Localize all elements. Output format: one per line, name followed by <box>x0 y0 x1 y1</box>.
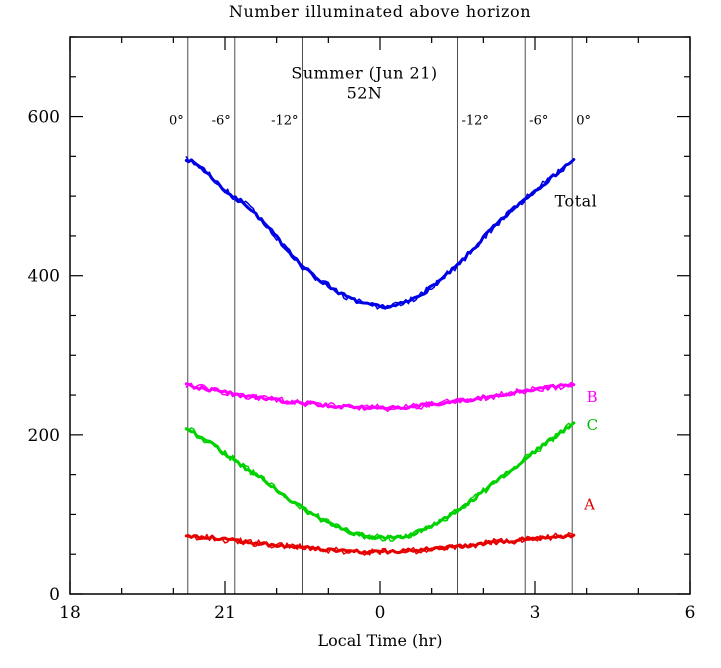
y-tick-label: 600 <box>28 108 60 128</box>
series-Total <box>185 156 575 310</box>
y-tick-label: 0 <box>49 585 60 605</box>
y-tick-label: 200 <box>28 426 60 446</box>
annotation-52n: 52N <box>347 83 383 102</box>
series-B <box>184 381 576 411</box>
x-tick-label: 3 <box>530 603 541 623</box>
y-tick-label: 400 <box>28 267 60 287</box>
x-tick-label: 18 <box>59 603 81 623</box>
axis-box <box>69 36 691 595</box>
annotation-total: Total <box>555 191 598 210</box>
annotation-c: C <box>587 416 599 434</box>
x-tick-label: 21 <box>214 603 236 623</box>
sun-altitude-label: -12° <box>271 114 298 129</box>
sun-altitude-label: -6° <box>212 114 231 129</box>
chart-title: Number illuminated above horizon <box>228 2 532 21</box>
sun-altitude-label: -12° <box>462 114 489 129</box>
x-tick-label: 6 <box>685 603 696 623</box>
annotation-b: B <box>587 388 599 406</box>
series-A <box>185 532 575 556</box>
sun-altitude-label: 0° <box>576 114 591 129</box>
series-C <box>184 421 576 541</box>
annotation-summer-(jun-21): Summer (Jun 21) <box>291 63 437 82</box>
annotation-a: A <box>583 496 595 514</box>
x-axis-label: Local Time (hr) <box>317 631 443 650</box>
x-tick-label: 0 <box>375 603 386 623</box>
series-C <box>185 422 575 542</box>
sun-altitude-label: -6° <box>529 114 548 129</box>
series-B <box>185 382 575 412</box>
series-Total <box>184 158 576 310</box>
sun-altitude-label: 0° <box>169 114 184 129</box>
